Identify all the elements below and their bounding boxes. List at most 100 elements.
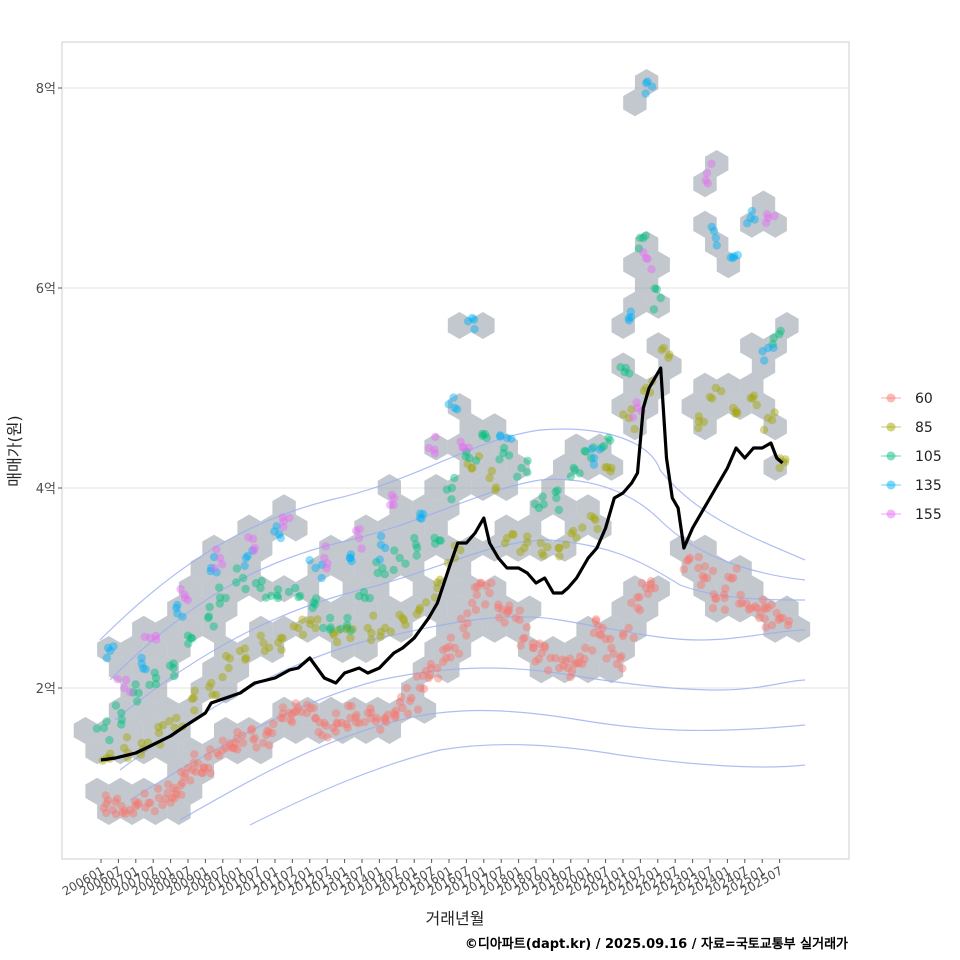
hexbin-cell bbox=[225, 575, 250, 603]
data-point bbox=[515, 606, 524, 615]
data-point bbox=[228, 744, 237, 753]
data-point bbox=[619, 629, 628, 638]
data-point bbox=[642, 78, 651, 88]
data-point bbox=[591, 515, 600, 525]
hexbin-cell bbox=[167, 636, 191, 663]
data-point bbox=[221, 743, 230, 753]
data-point bbox=[257, 576, 266, 586]
data-point bbox=[641, 231, 650, 240]
data-point bbox=[363, 623, 372, 633]
data-point bbox=[758, 347, 767, 356]
data-point bbox=[709, 226, 719, 236]
data-point bbox=[159, 720, 168, 730]
data-point bbox=[495, 613, 504, 622]
data-point bbox=[199, 763, 209, 772]
y-axis: 2억 4억 6억 8억 bbox=[36, 82, 62, 697]
data-point bbox=[158, 800, 167, 810]
data-point bbox=[421, 598, 431, 607]
data-point bbox=[581, 447, 590, 456]
data-point bbox=[310, 600, 320, 609]
data-point bbox=[731, 409, 740, 418]
data-point bbox=[244, 533, 253, 542]
hexbin-cell bbox=[366, 696, 390, 724]
data-point bbox=[164, 780, 173, 789]
data-point bbox=[188, 634, 197, 643]
data-point bbox=[778, 613, 787, 623]
data-point bbox=[117, 708, 126, 718]
data-point bbox=[642, 583, 651, 593]
data-point bbox=[331, 709, 341, 718]
data-point bbox=[431, 539, 440, 548]
data-point bbox=[183, 631, 193, 640]
data-point bbox=[627, 598, 636, 608]
data-point bbox=[111, 701, 121, 710]
hexbin-cell bbox=[576, 494, 600, 522]
data-point bbox=[381, 713, 390, 723]
data-point bbox=[652, 285, 662, 294]
data-point bbox=[99, 723, 109, 733]
density-contour bbox=[249, 743, 806, 826]
data-point bbox=[430, 449, 440, 458]
data-point bbox=[752, 604, 762, 613]
data-point bbox=[709, 590, 718, 599]
hexbin-cell bbox=[529, 534, 553, 562]
data-point bbox=[332, 718, 341, 727]
data-point bbox=[249, 546, 258, 555]
data-point bbox=[462, 631, 471, 640]
hexbin-cell bbox=[599, 453, 624, 481]
data-point bbox=[344, 701, 353, 711]
data-point bbox=[412, 609, 421, 619]
hexbin-cell bbox=[494, 433, 518, 461]
density-contour bbox=[179, 709, 806, 821]
hexbin-cell bbox=[611, 393, 635, 420]
data-point bbox=[536, 539, 545, 548]
data-point bbox=[170, 794, 179, 803]
data-point bbox=[102, 717, 111, 726]
data-point bbox=[183, 595, 193, 605]
data-point bbox=[260, 646, 269, 656]
hexbin-cell bbox=[330, 595, 355, 623]
data-point bbox=[163, 788, 172, 798]
data-point bbox=[274, 638, 283, 647]
data-point bbox=[151, 673, 161, 683]
data-point bbox=[278, 709, 288, 718]
data-point bbox=[587, 444, 596, 454]
data-point bbox=[707, 222, 716, 232]
data-point bbox=[589, 443, 598, 452]
data-point bbox=[238, 738, 248, 748]
hexbin-cell bbox=[237, 717, 261, 744]
data-point bbox=[367, 635, 376, 645]
data-point bbox=[369, 611, 378, 620]
data-point bbox=[265, 741, 274, 750]
hexbin-cell bbox=[518, 514, 542, 542]
data-point bbox=[153, 784, 163, 793]
data-point bbox=[453, 405, 462, 414]
hexbin-cell bbox=[693, 372, 717, 400]
hexbin-cell bbox=[751, 190, 776, 218]
data-point bbox=[499, 448, 508, 458]
data-point bbox=[447, 483, 457, 493]
hexbin-cell bbox=[564, 636, 589, 663]
data-point bbox=[748, 394, 757, 403]
hexbin-cell bbox=[705, 393, 729, 420]
hexbin-cell bbox=[623, 251, 647, 279]
data-point bbox=[297, 707, 306, 717]
data-point bbox=[463, 609, 472, 618]
data-point bbox=[106, 749, 115, 758]
data-point bbox=[208, 690, 217, 700]
data-point bbox=[770, 211, 779, 221]
data-point bbox=[241, 655, 250, 664]
hexbin-cell bbox=[120, 717, 144, 744]
hexbin-cell bbox=[482, 575, 507, 603]
data-point bbox=[535, 639, 544, 648]
data-point bbox=[502, 433, 512, 443]
data-point bbox=[468, 463, 477, 473]
data-point bbox=[628, 413, 638, 422]
data-point bbox=[522, 623, 531, 632]
data-point bbox=[759, 425, 769, 434]
data-point bbox=[376, 532, 386, 541]
data-point bbox=[238, 731, 247, 740]
data-point bbox=[424, 673, 433, 683]
data-point bbox=[351, 526, 361, 535]
